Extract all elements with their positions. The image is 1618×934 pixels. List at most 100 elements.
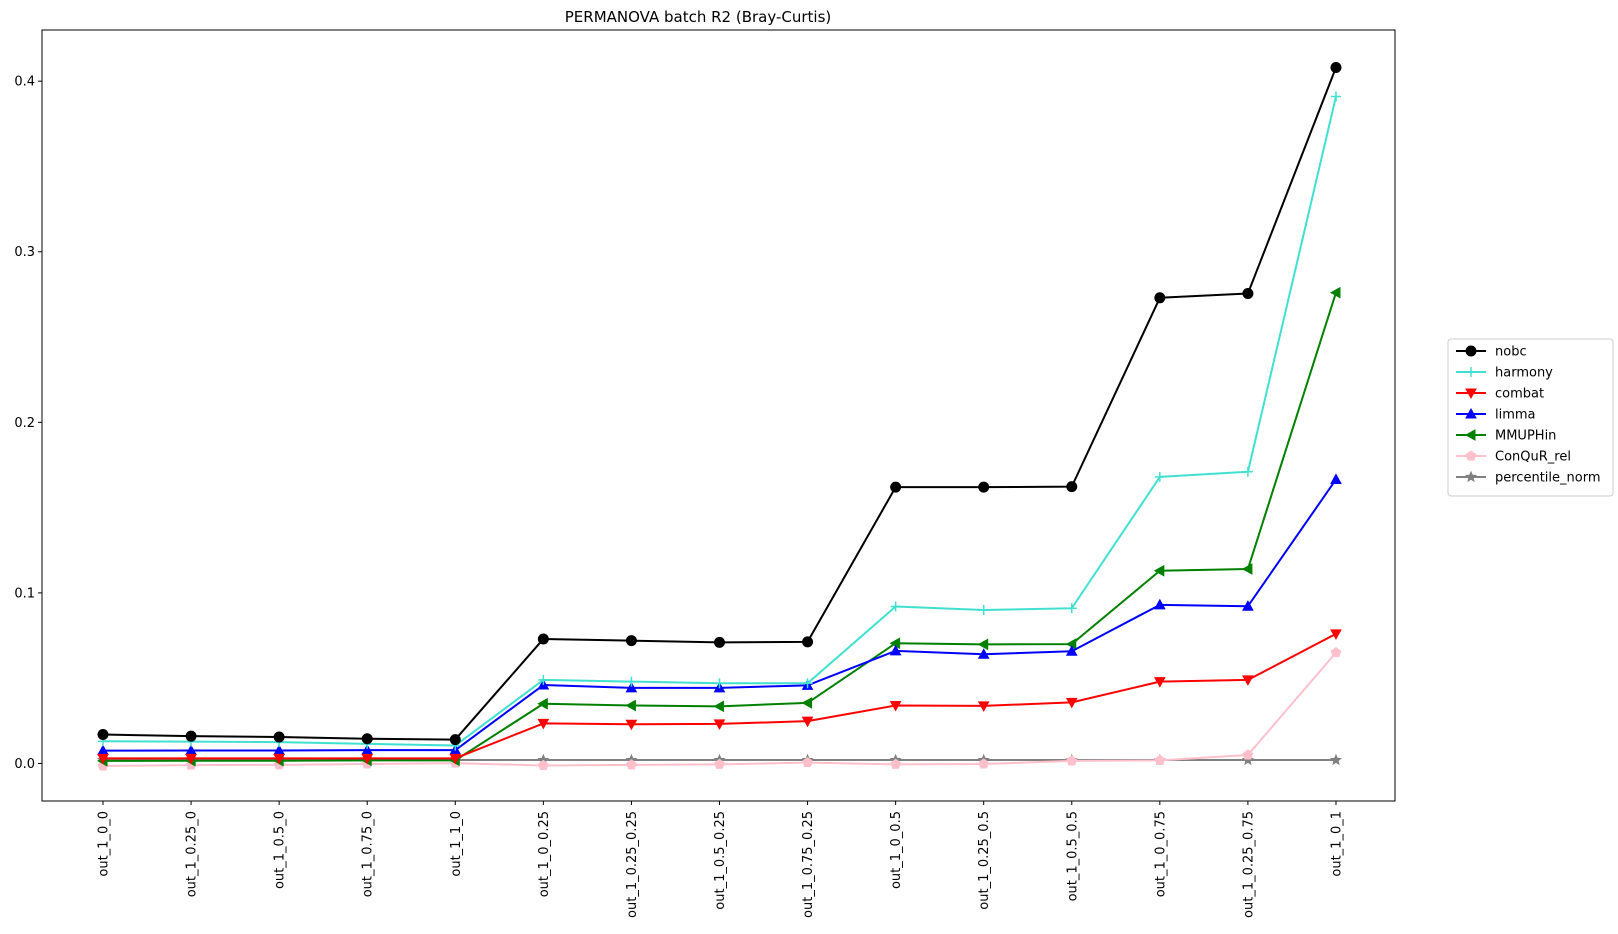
plot-area: 0.0 0.1 0.2 0.3 0.4 out_1_0_0 out_1_0.25_0 out_… <box>14 29 1396 918</box>
x-tick-label: out_1_1_0 <box>449 811 464 877</box>
legend-marker <box>1465 345 1477 357</box>
x-tick-label: out_1_0.25_0.75 <box>1241 811 1256 918</box>
data-point-conqur-rel <box>1154 754 1166 765</box>
data-point-nobc <box>537 633 549 645</box>
y-tick-label: 0.1 <box>14 586 35 601</box>
x-tick-label: out_1_0_0.75 <box>1153 811 1168 897</box>
data-point-conqur-rel <box>978 758 990 769</box>
chart-title: PERMANOVA batch R2 (Bray-Curtis) <box>565 8 831 26</box>
legend-frame <box>1447 338 1614 497</box>
data-point-limma <box>889 644 902 656</box>
data-point-nobc <box>97 728 109 740</box>
data-point-conqur-rel <box>1242 749 1254 760</box>
data-point-combat <box>1242 675 1254 686</box>
data-point-limma <box>1065 645 1078 656</box>
data-point-mmuphin <box>977 638 989 651</box>
series-combat <box>97 629 1342 765</box>
legend-item-mmuphin: MMUPHin <box>1456 429 1556 444</box>
y-tick-label: 0.3 <box>14 245 35 260</box>
data-point-mmuphin <box>889 637 901 650</box>
series-conqur-rel <box>97 646 1342 771</box>
data-point-limma <box>1330 473 1342 484</box>
x-tick-label: out_1_0_0 <box>97 811 112 877</box>
data-point-combat <box>1065 697 1078 709</box>
data-point-harmony <box>1330 91 1341 102</box>
data-point-nobc <box>273 731 285 743</box>
data-point-combat <box>537 718 550 730</box>
y-tick-label: 0.0 <box>14 757 35 772</box>
data-point-nobc <box>713 636 725 648</box>
legend-label: limma <box>1495 408 1536 423</box>
data-point-nobc <box>1066 481 1078 493</box>
data-point-conqur-rel <box>538 759 549 771</box>
series-line-harmony <box>102 96 1337 747</box>
data-point-harmony <box>714 678 725 689</box>
data-point-combat <box>1153 677 1166 688</box>
data-point-nobc <box>449 734 461 746</box>
series-line-combat <box>103 632 1337 760</box>
x-tick-label: out_1_0.25_0.25 <box>625 811 640 918</box>
data-point-nobc <box>361 733 373 745</box>
legend-item-nobc: nobc <box>1456 345 1527 360</box>
data-point-conqur-rel <box>626 759 637 770</box>
data-point-conqur-rel <box>1330 646 1342 658</box>
series-limma <box>97 473 1342 756</box>
data-point-harmony <box>1154 471 1165 482</box>
legend-marker <box>1464 429 1476 441</box>
data-point-harmony <box>890 601 901 612</box>
data-point-combat <box>625 719 638 731</box>
data-point-combat <box>889 700 902 712</box>
data-point-combat <box>97 753 109 765</box>
series-nobc <box>97 62 1342 746</box>
legend: nobc harmony combat limma MMUPHin ConQuR_relp… <box>1447 338 1614 497</box>
x-tick-label: out_1_0.25_0 <box>185 811 200 897</box>
x-tick-label: out_1_0.5_0.25 <box>713 811 728 910</box>
series-harmony <box>98 91 1341 751</box>
data-point-harmony <box>978 604 989 615</box>
data-point-harmony <box>538 674 549 685</box>
data-point-harmony <box>626 676 637 687</box>
legend-label: harmony <box>1495 366 1553 381</box>
data-point-combat <box>977 701 990 712</box>
data-point-mmuphin <box>537 697 548 710</box>
data-point-combat <box>185 753 197 765</box>
data-point-combat <box>713 719 726 730</box>
data-point-conqur-rel <box>890 758 901 769</box>
series-line-limma <box>102 478 1337 752</box>
data-point-percentile-norm <box>1329 753 1342 766</box>
legend-label: percentile_norm <box>1495 471 1601 486</box>
x-tick-label: out_1_0.5_0.5 <box>1065 811 1080 901</box>
legend-label: MMUPHin <box>1495 429 1556 444</box>
legend-label: combat <box>1495 387 1544 402</box>
data-point-conqur-rel <box>802 757 813 768</box>
data-point-harmony <box>1242 466 1253 477</box>
legend-item-combat: combat <box>1456 387 1544 402</box>
y-tick-label: 0.2 <box>14 416 35 431</box>
data-point-nobc <box>185 730 197 742</box>
data-point-combat <box>1330 629 1342 640</box>
data-point-mmuphin <box>1329 286 1341 299</box>
legend-item-conqur-rel: ConQuR_rel <box>1456 450 1571 465</box>
data-point-nobc <box>625 635 637 647</box>
y-tick-label: 0.4 <box>14 75 35 90</box>
axes-frame <box>41 29 1396 802</box>
x-tick-label: out_1_0.5_0 <box>273 811 288 889</box>
legend-marker <box>1465 407 1477 419</box>
data-point-mmuphin <box>713 700 724 713</box>
data-point-mmuphin <box>801 697 813 709</box>
series-mmuphin <box>96 286 1341 767</box>
legend-marker <box>1465 388 1477 400</box>
data-point-combat <box>801 716 814 728</box>
data-point-nobc <box>978 481 990 493</box>
legend-marker <box>1466 367 1476 377</box>
legend-marker <box>1465 450 1477 461</box>
x-tick-label: out_1_0.25_0.5 <box>977 811 992 910</box>
data-point-nobc <box>1242 288 1254 300</box>
x-tick-label: out_1_0_0.5 <box>889 811 904 889</box>
x-tick-label: out_1_0.75_0.25 <box>801 811 816 918</box>
data-point-harmony <box>1066 603 1077 614</box>
data-point-conqur-rel <box>714 758 725 769</box>
legend-item-limma: limma <box>1456 408 1536 423</box>
data-point-combat <box>273 753 285 765</box>
